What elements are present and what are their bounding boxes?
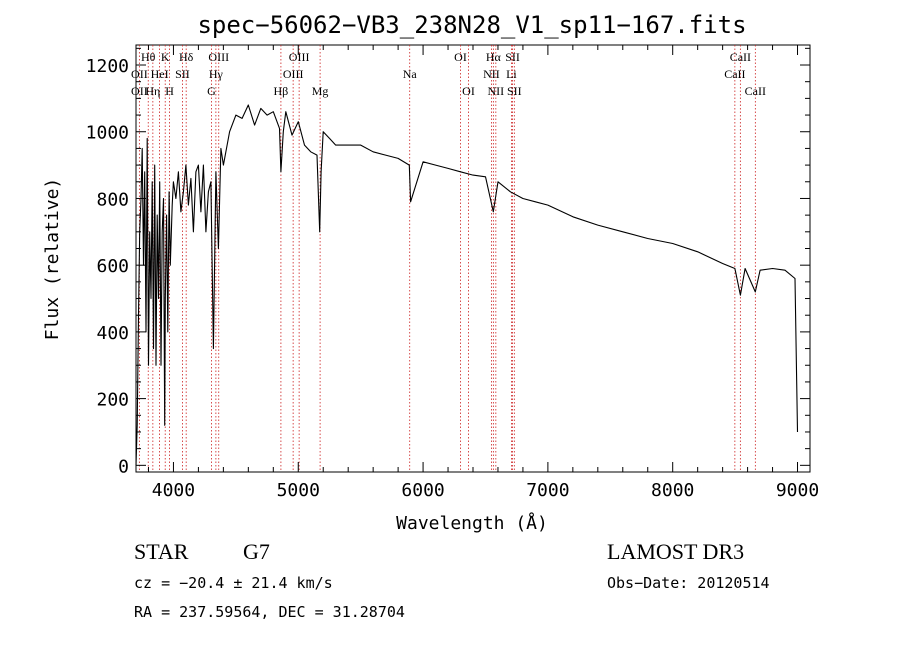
y-tick-label: 0 [118, 456, 129, 477]
spectral-line-label: OI [454, 50, 467, 64]
spectral-line-markers [138, 45, 756, 472]
spectral-line-label: OIII [289, 50, 310, 64]
coordinates: RA = 237.59564, DEC = 31.28704 [134, 603, 405, 621]
x-tick-label: 9000 [776, 480, 819, 501]
spectral-line-label: CaII [730, 50, 751, 64]
plot-frame [135, 44, 811, 473]
spectral-line-label: OII [131, 67, 148, 81]
spectrum-line [135, 104, 799, 466]
spectral-line-label: NII [488, 84, 505, 98]
y-tick-label: 1200 [86, 56, 129, 77]
spectral-line-label: OI [462, 84, 475, 98]
spectral-line-label: NII [483, 67, 500, 81]
spectral-line-label: Hβ [274, 84, 289, 98]
spectral-line-labels: Hθ OII OII K HeI Hη H Hδ SII OIII Hγ G Hβ OIII OIII Mg N… [131, 50, 766, 98]
spectral-line-label: HeI [151, 67, 169, 81]
x-tick-label: 4000 [152, 480, 195, 501]
survey-name: LAMOST DR3 [607, 539, 745, 564]
spectral-line-label: Hα [486, 50, 502, 64]
y-tick-label: 1000 [86, 123, 129, 144]
x-axis-label: Wavelength (Å) [396, 512, 548, 534]
spectral-line-label: Na [403, 67, 418, 81]
spectral-line-label: OIII [283, 67, 304, 81]
y-tick-label: 400 [96, 323, 129, 344]
spectral-line-label: Mg [312, 84, 329, 98]
y-axis-label: Flux (relative) [42, 178, 63, 341]
y-tick-label: 200 [96, 390, 129, 411]
y-axis-ticks: 0 200 400 600 800 1000 1200 [86, 47, 810, 477]
spectral-line-label: Li [506, 67, 517, 81]
y-tick-label: 800 [96, 189, 129, 210]
spectral-line-label: CaII [745, 84, 766, 98]
x-tick-label: 7000 [526, 480, 569, 501]
y-tick-label: 600 [96, 256, 129, 277]
chart-title: spec−56062−VB3_238N28_V1_sp11−167.fits [197, 11, 746, 39]
spectral-line-label: CaII [724, 67, 745, 81]
x-tick-label: 8000 [651, 480, 694, 501]
radial-velocity: cz = −20.4 ± 21.4 km/s [134, 574, 333, 592]
spectral-line-label: Hδ [179, 50, 194, 64]
spectral-line-label: SII [505, 50, 520, 64]
spectral-line-label: SII [175, 67, 190, 81]
spectral-line-label: G [207, 84, 216, 98]
spectral-subclass: G7 [243, 539, 270, 564]
spectral-line-label: SII [507, 84, 522, 98]
spectral-line-label: Hθ [141, 50, 156, 64]
spectral-line-label: Hη [145, 84, 160, 98]
x-tick-label: 5000 [277, 480, 320, 501]
spectral-line-label: H [165, 84, 174, 98]
object-class: STAR [134, 539, 189, 564]
spectral-line-label: OII [131, 84, 148, 98]
observation-date: Obs−Date: 20120514 [607, 574, 770, 592]
x-axis-ticks: 4000 5000 6000 7000 8000 9000 [147, 45, 819, 501]
x-tick-label: 6000 [401, 480, 444, 501]
spectral-line-label: K [161, 50, 170, 64]
spectral-line-label: OIII [208, 50, 229, 64]
spectral-line-label: Hγ [209, 67, 224, 81]
